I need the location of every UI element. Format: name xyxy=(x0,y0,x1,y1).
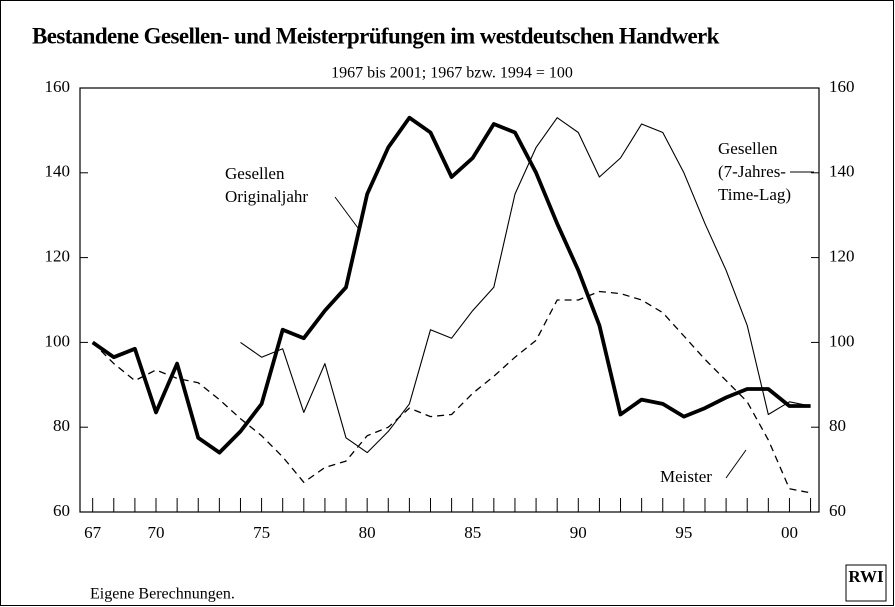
logo-box xyxy=(845,564,887,602)
y-tick-label: 140 xyxy=(45,162,71,181)
annotation: Originaljahr xyxy=(225,187,308,206)
y-tick-label: 160 xyxy=(45,77,71,96)
y-tick-label: 100 xyxy=(45,331,71,350)
y2-tick-label: 140 xyxy=(829,162,855,181)
footnote: Eigene Berechnungen. xyxy=(90,586,235,603)
series-line xyxy=(91,115,811,455)
x-tick-label: 85 xyxy=(464,523,481,542)
y-tick-label: 120 xyxy=(45,247,71,266)
series-line xyxy=(240,117,811,454)
annotation: Gesellen xyxy=(718,139,778,158)
leader-line xyxy=(334,196,359,229)
leader-line xyxy=(725,449,747,479)
chart-title: Bestandene Gesellen- und Meisterprüfunge… xyxy=(32,23,720,48)
y2-tick-label: 60 xyxy=(829,501,846,520)
x-tick-label: 75 xyxy=(253,523,270,542)
x-tick-label: 70 xyxy=(148,523,165,542)
y2-tick-label: 160 xyxy=(829,77,855,96)
y-tick-label: 80 xyxy=(53,416,70,435)
x-tick-label: 00 xyxy=(781,523,798,542)
annotation: (7-Jahres- xyxy=(718,162,786,181)
series-line xyxy=(92,290,811,494)
annotation: Time-Lag) xyxy=(718,185,791,204)
chart-subtitle: 1967 bis 2001; 1967 bzw. 1994 = 100 xyxy=(331,65,573,82)
y-tick-label: 60 xyxy=(53,501,70,520)
x-tick-label: 90 xyxy=(570,523,587,542)
plot-frame xyxy=(79,87,820,513)
annotation: Meister xyxy=(660,467,712,486)
annotation: Gesellen xyxy=(225,164,285,183)
x-tick-label: 95 xyxy=(675,523,692,542)
x-tick-label: 67 xyxy=(84,523,102,542)
y2-tick-label: 80 xyxy=(829,416,846,435)
y2-tick-label: 100 xyxy=(829,331,855,350)
x-tick-label: 80 xyxy=(359,523,376,542)
logo: RWI xyxy=(848,567,884,586)
y2-tick-label: 120 xyxy=(829,247,855,266)
